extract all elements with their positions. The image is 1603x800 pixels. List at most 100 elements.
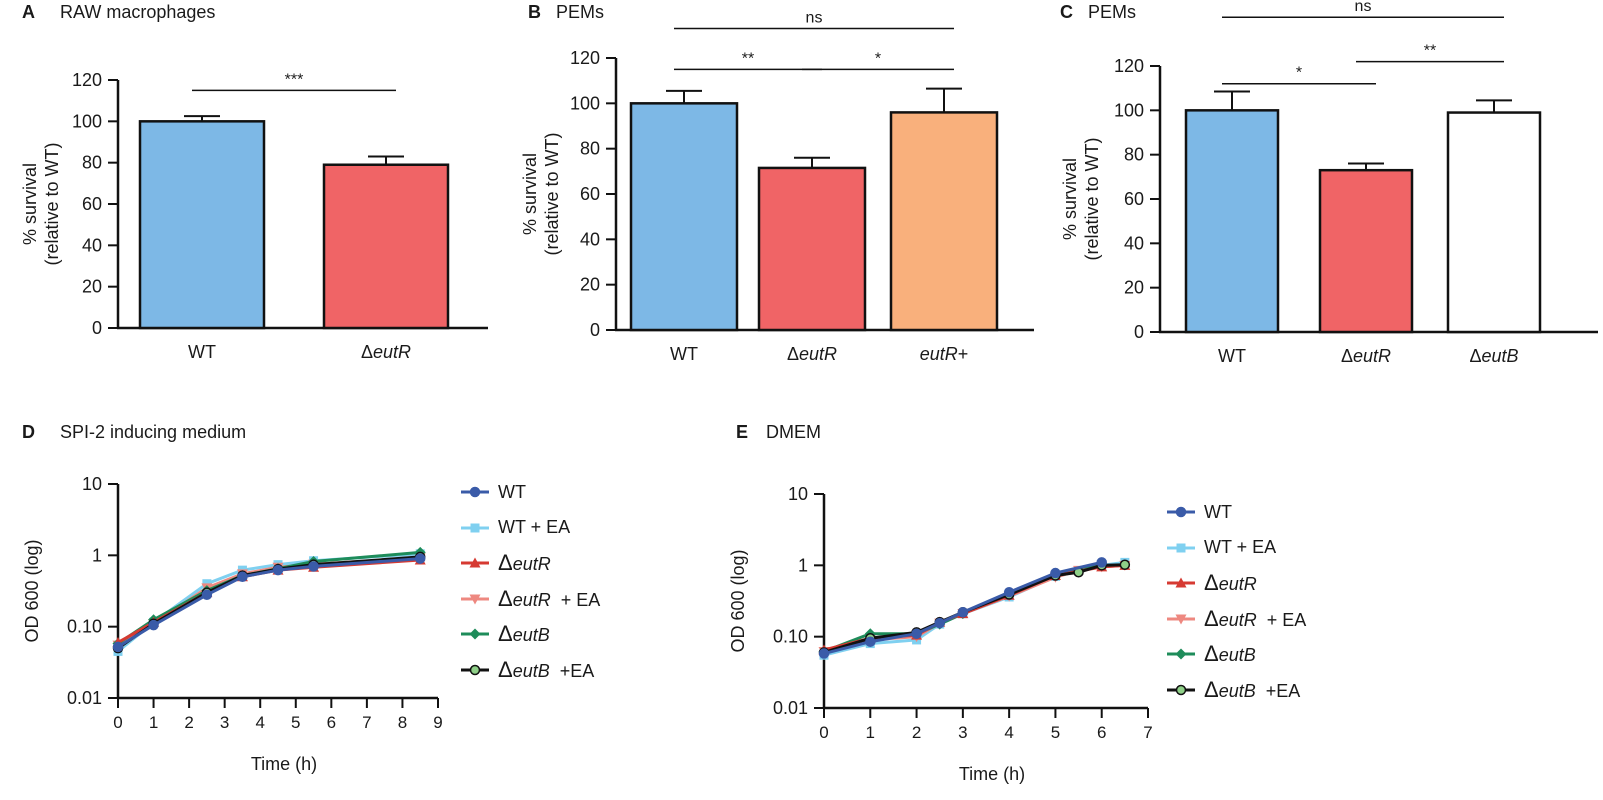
bar-chart-a: 0 20 40 60 80 100 120 % survival (relative to WT… (20, 70, 488, 362)
legend-label: ΔeutB +EA (498, 656, 595, 682)
bar-b (629, 102, 739, 332)
x-tick-label-b: eutR+ (920, 344, 969, 364)
panel-b: B PEMs 0 20 40 60 80 100 120 % survival (relativ… (520, 0, 1040, 380)
legend-swatch-wt (1167, 506, 1195, 518)
x-tick-label-e: 4 (1004, 723, 1013, 742)
legend-item-wt: WT (1166, 500, 1232, 524)
legend-swatch-eutr (461, 557, 489, 568)
data-point-wt-d (272, 564, 284, 576)
y-axis-label-line2-a: (relative to WT) (42, 142, 62, 265)
legend-swatch-eutb_ea (1167, 684, 1195, 695)
y-tick-label-b: 80 (580, 139, 600, 159)
legend-swatch-eutb (1167, 648, 1195, 660)
legend-swatch-marker (470, 523, 480, 532)
legend-swatch-marker (1175, 506, 1187, 518)
legend-label: WT (498, 481, 526, 502)
x-tick-label-d: 0 (113, 713, 122, 732)
y-axis-label-c: % survival (relative to WT) (1060, 137, 1102, 260)
x-tick-label-e: 3 (958, 723, 967, 742)
bar-c (1184, 109, 1280, 334)
y-tick-label-b: 60 (580, 184, 600, 204)
x-tick-label-b: ΔeutR (787, 344, 837, 364)
significance-label-a: *** (285, 71, 304, 88)
legend-item-eutb: ΔeutB (1166, 641, 1256, 666)
y-tick-label-b: 20 (580, 275, 600, 295)
x-tick-label-a: WT (188, 342, 216, 362)
y-axis-label-line2-c: (relative to WT) (1082, 137, 1102, 260)
legend-item-eutr_ea: ΔeutR + EA (460, 585, 601, 611)
legend-label: ΔeutB +EA (1204, 676, 1301, 702)
y-tick-label-a: 100 (72, 111, 102, 131)
x-tick-label-e: 7 (1143, 723, 1152, 742)
y-tick-label-e: 0.10 (773, 627, 808, 647)
legend-swatch-eutr_ea (461, 594, 489, 604)
x-tick-label-e: 5 (1051, 723, 1060, 742)
y-tick-label-c: 0 (1134, 322, 1144, 342)
y-axis-label-line1-c: % survival (1060, 158, 1080, 240)
y-tick-label-d: 0.10 (67, 617, 102, 637)
y-tick-label-c: 80 (1124, 145, 1144, 165)
legend-swatch-marker (1175, 648, 1187, 660)
significance-label-b: ns (806, 10, 823, 27)
y-axis-label-d: OD 600 (log) (22, 539, 42, 642)
x-tick-label-c: ΔeutR (1341, 346, 1391, 366)
legend-label: ΔeutB (498, 621, 550, 646)
y-tick-label-a: 120 (72, 70, 102, 90)
panel-d: D SPI-2 inducing medium 0.01 0.10 1 10 0 1 2 3 4… (0, 420, 700, 800)
legend-swatch-marker (1175, 684, 1187, 695)
y-tick-label-b: 100 (570, 93, 600, 113)
panel-c-letter: C (1060, 2, 1073, 22)
legend-label: ΔeutR (1204, 570, 1257, 595)
x-tick-label-d: 3 (220, 713, 229, 732)
panel-e-letter: E (736, 422, 749, 442)
data-point-wt-e (818, 648, 830, 659)
y-tick-label-c: 120 (1114, 56, 1144, 76)
legend-swatch-wt_ea (461, 523, 489, 532)
legend-label: ΔeutR + EA (1204, 605, 1307, 631)
series-line-wt-d (117, 557, 421, 649)
legend-item-eutb_ea: ΔeutB +EA (1166, 676, 1301, 702)
x-tick-label-d: 7 (362, 713, 371, 732)
data-point-wt-e (1003, 586, 1015, 598)
legend-item-wt_ea: WT + EA (1166, 536, 1276, 560)
y-tick-label-d: 1 (92, 545, 102, 565)
line-chart-d: 0.01 0.10 1 10 0 1 2 3 4 5 6 7 8 9 Time (h) OD 600 (log… (22, 474, 443, 774)
legend-item-eutr: ΔeutR (460, 550, 551, 575)
bar-chart-b: 0 20 40 60 80 100 120 % survival (relative to WT… (520, 10, 1034, 364)
y-tick-label-c: 100 (1114, 100, 1144, 120)
y-tick-label-c: 20 (1124, 278, 1144, 298)
panel-a-title: RAW macrophages (60, 2, 216, 22)
y-tick-label-a: 40 (82, 235, 102, 255)
series-line-wt-e (823, 560, 1103, 655)
y-tick-label-a: 20 (82, 277, 102, 297)
data-point-wt-d (201, 589, 213, 601)
legend-swatch-marker (469, 486, 481, 498)
significance-label-b: ** (742, 50, 754, 67)
x-tick-label-e: 2 (912, 723, 921, 742)
legend-e: WT WT + EA ΔeutR ΔeutR + EA ΔeutB ΔeutB +EA (1166, 500, 1386, 730)
data-point-wt-e (865, 636, 876, 647)
y-tick-label-c: 40 (1124, 233, 1144, 253)
x-tick-label-e: 0 (819, 723, 828, 742)
bar-b (757, 166, 867, 332)
data-point-wt-d (237, 571, 248, 583)
legend-swatch-marker (469, 557, 481, 568)
y-tick-label-b: 0 (590, 320, 600, 340)
panel-b-title: PEMs (556, 2, 605, 22)
x-axis-label-d: Time (h) (251, 754, 317, 774)
y-tick-label-d: 10 (82, 474, 102, 494)
y-tick-label-e: 10 (788, 484, 808, 504)
data-point-wt-d (308, 561, 319, 572)
legend-swatch-eutr_ea (1167, 614, 1195, 624)
legend-item-wt_ea: WT + EA (460, 516, 570, 540)
panel-c-title: PEMs (1088, 2, 1137, 22)
data-point-wt-e (934, 617, 945, 629)
bar-b (889, 111, 999, 332)
x-axis-label-e: Time (h) (959, 764, 1025, 784)
legend-label: ΔeutR + EA (498, 585, 601, 611)
bar-c (1446, 111, 1542, 334)
y-tick-label-a: 0 (92, 318, 102, 338)
legend-swatch-marker (469, 594, 481, 604)
panel-a-letter: A (22, 2, 35, 22)
y-tick-label-d: 0.01 (67, 688, 102, 708)
